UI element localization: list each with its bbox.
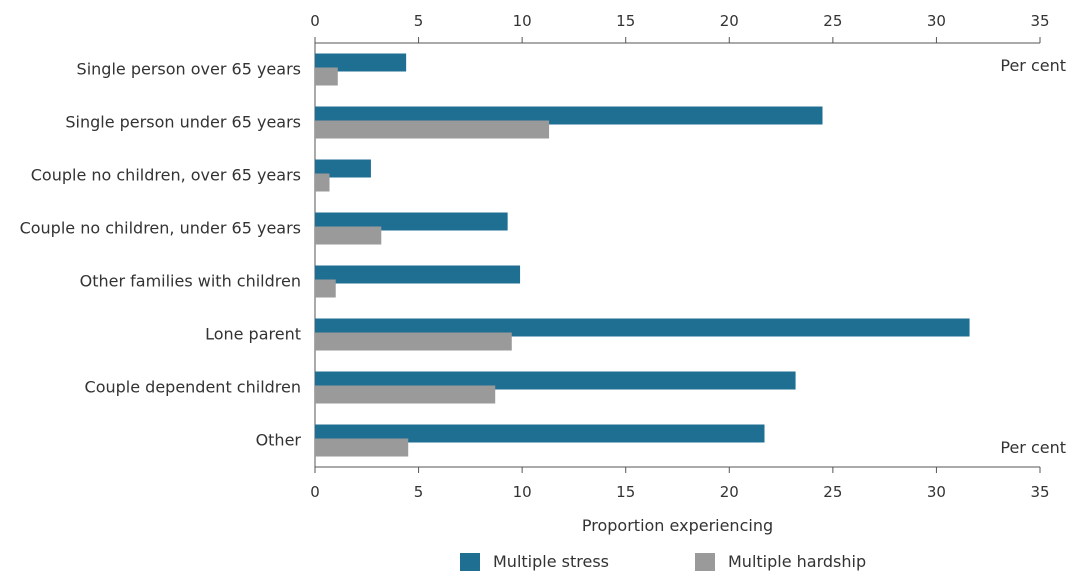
category-label: Couple dependent children (85, 378, 301, 397)
bar-multiple-stress (315, 371, 796, 390)
top-tick-label: 10 (513, 12, 532, 30)
category-labels: Single person over 65 years Single person… (20, 60, 302, 450)
legend-label-multiple-stress: Multiple stress (493, 552, 609, 571)
bars (315, 53, 970, 457)
bar-multiple-hardship (315, 120, 550, 139)
category-label: Other (256, 431, 302, 450)
category-label: Lone parent (205, 325, 301, 344)
unit-label-top: Per cent (1000, 56, 1066, 75)
bottom-tick-label: 35 (1030, 483, 1049, 501)
top-tick-label: 20 (720, 12, 739, 30)
bar-multiple-stress (315, 159, 371, 178)
top-tick-label: 35 (1030, 12, 1049, 30)
category-label: Single person over 65 years (77, 60, 301, 79)
bottom-tick-label: 20 (720, 483, 739, 501)
bar-multiple-hardship (315, 226, 382, 245)
bar-multiple-hardship (315, 173, 330, 192)
bottom-tick-label: 5 (414, 483, 424, 501)
unit-label-bottom: Per cent (1000, 438, 1066, 457)
x-axis-title: Proportion experiencing (582, 516, 773, 535)
bar-multiple-hardship (315, 438, 409, 457)
bar-multiple-stress (315, 318, 970, 337)
category-label: Other families with children (80, 272, 301, 291)
category-label: Couple no children, under 65 years (20, 219, 301, 238)
bottom-tick-label: 15 (616, 483, 635, 501)
legend: Multiple stress Multiple hardship (460, 552, 866, 571)
category-label: Couple no children, over 65 years (31, 166, 301, 185)
ticks: 0 0 5 5 10 10 15 15 20 20 25 25 30 30 35 35 (310, 12, 1049, 501)
bar-multiple-hardship (315, 279, 336, 298)
bottom-tick-label: 10 (513, 483, 532, 501)
top-tick-label: 0 (310, 12, 320, 30)
bar-multiple-stress (315, 424, 765, 443)
bottom-tick-label: 0 (310, 483, 320, 501)
bottom-tick-label: 25 (823, 483, 842, 501)
top-tick-label: 5 (414, 12, 424, 30)
bottom-tick-label: 30 (927, 483, 946, 501)
legend-swatch-multiple-stress (460, 553, 480, 571)
legend-label-multiple-hardship: Multiple hardship (728, 552, 866, 571)
legend-swatch-multiple-hardship (695, 553, 715, 571)
category-label: Single person under 65 years (65, 113, 301, 132)
bar-multiple-hardship (315, 385, 496, 404)
bar-multiple-stress (315, 106, 823, 125)
bar-multiple-stress (315, 265, 521, 284)
bar-multiple-hardship (315, 67, 338, 86)
top-tick-label: 30 (927, 12, 946, 30)
top-tick-label: 15 (616, 12, 635, 30)
bar-multiple-stress (315, 212, 508, 231)
bar-multiple-stress (315, 53, 407, 72)
bar-multiple-hardship (315, 332, 512, 351)
top-tick-label: 25 (823, 12, 842, 30)
